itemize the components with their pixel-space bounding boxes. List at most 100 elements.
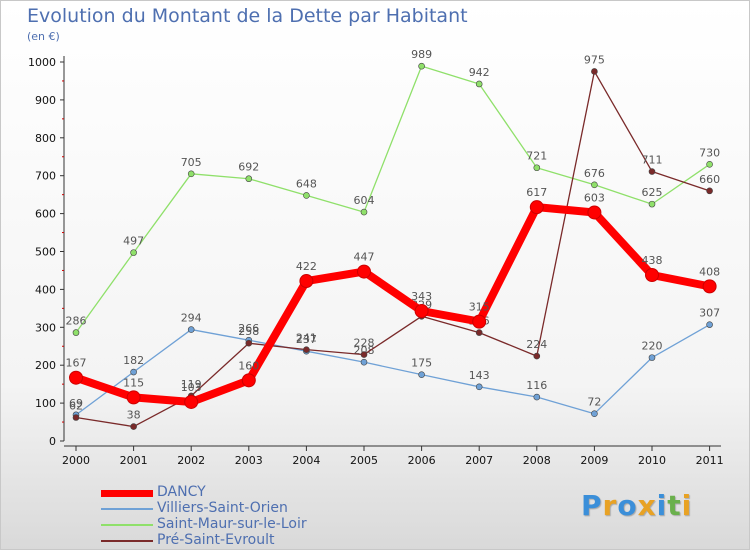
data-point [241, 373, 256, 388]
data-point [475, 329, 483, 336]
data-point [591, 181, 598, 189]
data-label: 408 [699, 265, 720, 278]
x-tick-label: 2007 [465, 454, 493, 467]
y-tick-label: 0 [49, 435, 56, 448]
data-label: 69 [69, 397, 83, 410]
data-point [418, 371, 425, 378]
data-label: 286 [66, 315, 87, 328]
data-point [303, 346, 310, 353]
data-label: 315 [469, 301, 490, 314]
data-label: 989 [411, 48, 432, 61]
data-point [360, 208, 368, 216]
data-label: 119 [181, 378, 202, 391]
data-label: 224 [526, 338, 547, 351]
data-label: 676 [584, 167, 605, 180]
legend-label: Pré-Saint-Evroult [157, 532, 275, 548]
data-label: 942 [469, 66, 490, 79]
data-point [591, 68, 598, 75]
data-label: 241 [296, 332, 317, 345]
logo-letter: i [681, 489, 693, 522]
data-label: 343 [411, 290, 432, 303]
data-point [126, 390, 141, 405]
x-tick-label: 2005 [350, 454, 378, 467]
data-label: 660 [699, 173, 720, 186]
data-point [187, 170, 195, 178]
x-tick-label: 2002 [177, 454, 205, 467]
y-tick-label: 400 [35, 283, 56, 296]
legend-label: Villiers-Saint-Orien [157, 500, 288, 516]
legend-swatch [101, 524, 153, 526]
legend-label: DANCY [157, 484, 206, 500]
data-label: 307 [699, 307, 720, 320]
y-tick-label: 600 [35, 208, 56, 221]
data-label: 625 [642, 186, 663, 199]
data-point [72, 414, 80, 421]
data-label: 692 [238, 161, 259, 174]
data-label: 38 [127, 409, 141, 422]
x-tick-label: 2004 [292, 454, 320, 467]
data-label: 182 [123, 354, 144, 367]
data-point [72, 329, 80, 336]
series-line [75, 65, 711, 334]
y-tick-label: 300 [35, 321, 56, 334]
data-point [648, 168, 656, 175]
data-label: 705 [181, 156, 202, 169]
data-label: 258 [238, 325, 259, 338]
data-point [245, 175, 253, 183]
data-point [706, 161, 713, 168]
data-point [706, 187, 713, 195]
data-label: 116 [526, 379, 547, 392]
data-label: 603 [584, 191, 605, 204]
data-label: 422 [296, 260, 317, 273]
proxiti-logo: Proxiti [581, 489, 692, 522]
data-point [648, 354, 656, 361]
x-tick-label: 2010 [638, 454, 666, 467]
data-point [303, 192, 310, 199]
data-point [529, 200, 544, 215]
data-label: 220 [642, 340, 663, 353]
data-label: 497 [123, 235, 144, 248]
data-label: 115 [123, 376, 144, 389]
data-point [418, 62, 425, 70]
data-point [533, 352, 541, 360]
data-label: 648 [296, 177, 317, 190]
y-tick-label: 1000 [28, 56, 56, 69]
x-tick-label: 2001 [120, 454, 148, 467]
data-label: 617 [526, 186, 547, 199]
data-point [187, 326, 195, 333]
y-tick-label: 800 [35, 132, 56, 145]
data-point [475, 383, 483, 391]
logo-letter: r [602, 489, 618, 522]
data-label: 604 [354, 194, 375, 207]
x-tick-label: 2006 [408, 454, 436, 467]
data-label: 975 [584, 53, 605, 66]
data-label: 72 [587, 396, 601, 409]
legend-swatch [101, 540, 153, 542]
data-point [648, 200, 656, 208]
chart-title: Evolution du Montant de la Dette par Hab… [27, 5, 468, 27]
data-point [69, 370, 83, 385]
data-point [184, 394, 199, 409]
data-point [702, 279, 717, 294]
y-tick-label: 700 [35, 170, 56, 183]
legend-label: Saint-Maur-sur-le-Loir [157, 516, 307, 532]
logo-letter: o [617, 489, 638, 522]
logo-letter: i [656, 489, 668, 522]
logo-letter: P [581, 489, 603, 522]
y-tick-label: 200 [35, 359, 56, 372]
data-point [299, 274, 314, 289]
data-point [360, 351, 368, 358]
data-label: 167 [66, 357, 87, 370]
data-point [360, 358, 368, 366]
data-point [130, 423, 137, 430]
data-point [533, 164, 541, 172]
data-point [130, 249, 137, 256]
y-tick-label: 900 [35, 94, 56, 107]
logo-letter: x [637, 489, 657, 522]
x-tick-label: 2003 [235, 454, 263, 467]
data-label: 103 [181, 381, 202, 394]
data-label: 266 [238, 322, 259, 335]
logo-letter: t [667, 489, 682, 522]
